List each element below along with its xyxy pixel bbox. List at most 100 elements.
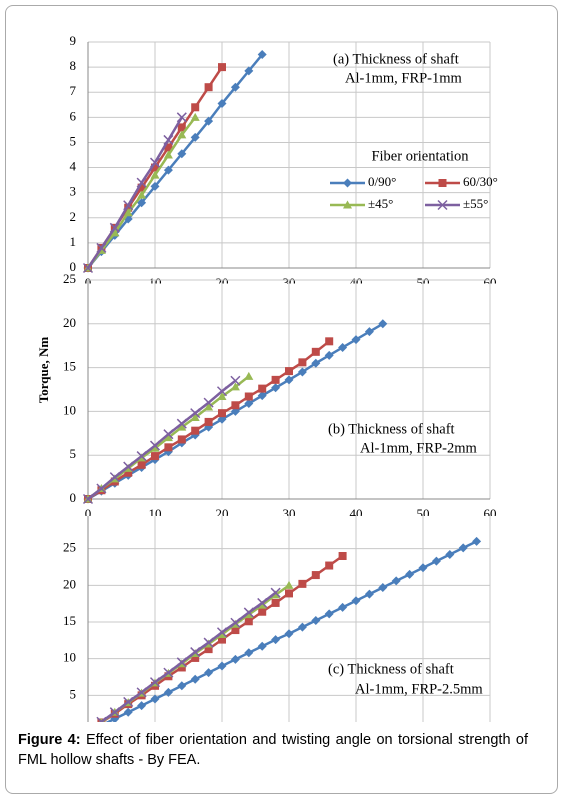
caption: Figure 4: Effect of fiber orientation an… [18, 730, 528, 770]
data-point [96, 716, 107, 722]
y-tick-label: 0 [70, 259, 77, 274]
y-tick-label: 4 [70, 159, 77, 174]
data-point [204, 116, 214, 126]
data-point [137, 183, 146, 192]
data-point [151, 163, 159, 172]
legend-marker [343, 178, 352, 188]
data-point [216, 627, 228, 638]
data-point [217, 99, 227, 109]
data-point [123, 707, 133, 717]
data-point [163, 687, 173, 697]
data-point [203, 397, 214, 408]
y-tick-label: 1 [70, 234, 77, 249]
data-point [244, 399, 254, 409]
data-point [231, 401, 240, 410]
data-point [123, 200, 134, 211]
data-point [137, 198, 147, 208]
data-point [123, 208, 133, 217]
annotation: (c) Thickness of shaft [328, 661, 454, 677]
data-point [230, 382, 240, 391]
data-point [378, 319, 388, 329]
data-point [176, 112, 187, 123]
data-point [191, 426, 200, 435]
data-point [297, 367, 307, 377]
data-point [177, 130, 187, 139]
data-point [258, 607, 267, 616]
legend-label: ±45° [368, 196, 393, 211]
data-point [190, 112, 200, 121]
data-point [311, 347, 320, 356]
y-tick-label: 15 [63, 613, 76, 628]
data-point [204, 417, 213, 426]
annotation: Al-1mm, FRP-1mm [345, 70, 463, 86]
data-point [338, 602, 348, 612]
data-point [284, 375, 294, 385]
data-point [123, 696, 134, 707]
data-point [150, 443, 160, 452]
y-tick-label: 10 [63, 402, 76, 417]
data-point [285, 589, 293, 598]
data-point [204, 83, 213, 92]
y-tick-label: 9 [70, 33, 77, 48]
data-point [137, 460, 146, 469]
data-point [297, 622, 307, 632]
annotation: Al-1mm, FRP-2mm [360, 440, 478, 456]
data-point [110, 714, 120, 722]
data-point [137, 190, 147, 199]
data-point [82, 262, 94, 274]
data-point [243, 607, 254, 618]
data-point [244, 371, 254, 380]
data-point [136, 177, 147, 188]
y-tick-label: 5 [70, 133, 77, 148]
data-point [271, 383, 281, 393]
data-point [472, 536, 482, 546]
data-point [298, 358, 307, 367]
data-point [203, 637, 214, 648]
data-point [109, 472, 120, 483]
data-point [244, 610, 254, 619]
data-point [364, 589, 374, 599]
x-tick-label: 0 [85, 506, 92, 521]
data-point [177, 422, 187, 431]
data-point [124, 203, 133, 212]
legend-marker [343, 200, 352, 209]
caption-label: Figure 4: [18, 732, 81, 748]
annotation: (b) Thickness of shaft [328, 421, 455, 437]
data-point [109, 707, 120, 718]
y-tick-label: 5 [70, 686, 77, 701]
data-point [190, 132, 200, 142]
y-tick-label: 8 [70, 58, 77, 73]
data-point [96, 242, 107, 253]
data-point [151, 452, 159, 461]
data-point [445, 550, 455, 560]
data-point [163, 165, 173, 175]
data-point [190, 647, 201, 658]
data-point [150, 170, 160, 179]
data-point [177, 663, 186, 672]
data-point [123, 461, 134, 472]
data-point [204, 668, 214, 678]
data-point [311, 616, 321, 626]
data-point [204, 402, 214, 411]
data-point [124, 468, 133, 477]
frame [5, 5, 558, 794]
data-point [164, 143, 173, 152]
legend-marker [437, 199, 448, 211]
data-point [216, 386, 228, 397]
data-point [351, 596, 361, 606]
y-tick-label: 7 [70, 83, 77, 98]
y-tick-label: 15 [63, 359, 76, 374]
data-point [177, 123, 186, 132]
data-point [163, 134, 174, 145]
data-point [190, 674, 200, 684]
data-point [177, 681, 187, 691]
data-point [311, 358, 321, 368]
data-point [244, 392, 253, 401]
data-point [324, 350, 334, 360]
data-point [149, 440, 161, 451]
data-point [218, 409, 226, 418]
legend-label: 60/30° [463, 174, 498, 189]
data-point [351, 335, 361, 345]
